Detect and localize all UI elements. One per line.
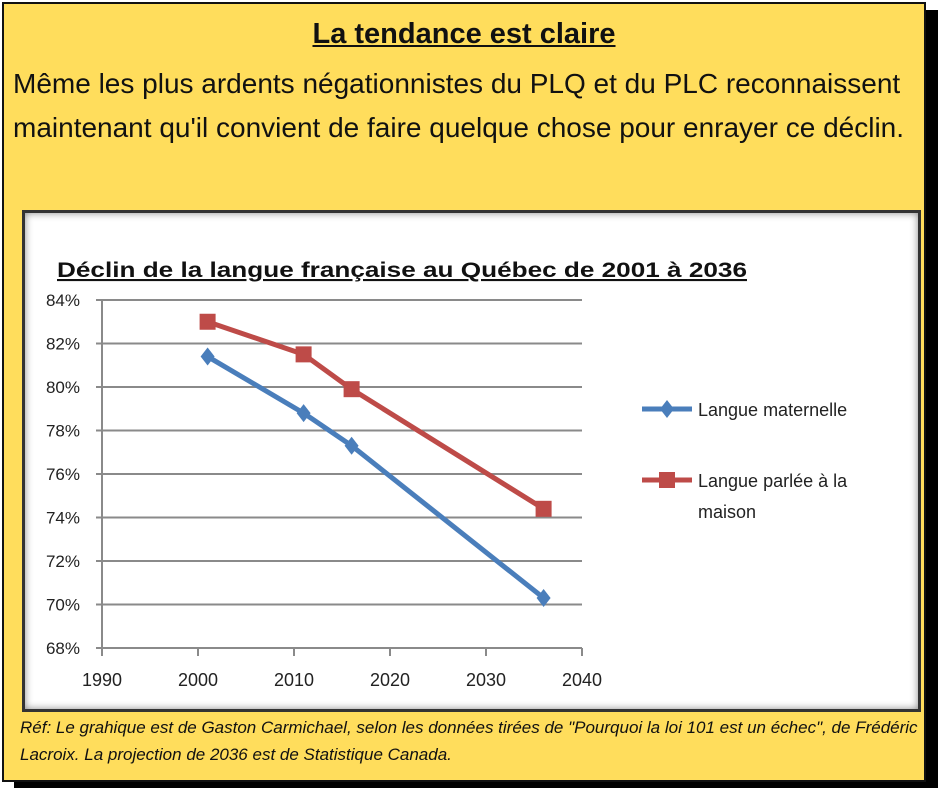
y-tick-label: 84%: [46, 291, 80, 310]
data-point: [295, 346, 312, 363]
x-tick-label: 2010: [274, 670, 314, 690]
reference-note: Réf: Le grahique est de Gaston Carmichae…: [20, 718, 918, 764]
series-line-home-language: [206, 319, 545, 511]
data-point: [344, 436, 359, 455]
intro-text: Même les plus ardents négationnistes du …: [13, 68, 905, 143]
data-point: [535, 500, 552, 517]
x-tick-label: 2020: [370, 670, 410, 690]
data-point: [536, 588, 551, 607]
y-tick-label: 70%: [46, 596, 80, 615]
y-tick-label: 78%: [46, 422, 80, 441]
y-tick-label: 68%: [46, 639, 80, 658]
data-point: [200, 347, 215, 366]
y-tick-label: 72%: [46, 552, 80, 571]
data-point: [343, 381, 360, 398]
y-tick-label: 82%: [46, 335, 80, 354]
legend-label: maison: [698, 502, 756, 522]
y-tick-label: 80%: [46, 378, 80, 397]
line-chart: Déclin de la langue française au Québec …: [46, 259, 848, 690]
data-point: [296, 404, 311, 423]
legend-label: Langue parlée à la: [698, 471, 848, 491]
series-line-mother-tongue: [206, 354, 546, 600]
y-tick-label: 74%: [46, 509, 80, 528]
x-tick-label: 2000: [178, 670, 218, 690]
x-tick-label: 1990: [82, 670, 122, 690]
x-tick-label: 2040: [562, 670, 602, 690]
legend-marker: [660, 400, 674, 418]
y-tick-label: 76%: [46, 465, 80, 484]
legend-label: Langue maternelle: [698, 400, 847, 420]
infographic-card: La tendance est claire Même les plus ard…: [2, 2, 926, 782]
chart-panel: Déclin de la langue française au Québec …: [22, 210, 921, 712]
data-point: [199, 313, 216, 330]
chart-title: Déclin de la langue française au Québec …: [57, 259, 747, 282]
heading: La tendance est claire: [312, 18, 616, 50]
legend-marker: [659, 472, 675, 488]
x-tick-label: 2030: [466, 670, 506, 690]
